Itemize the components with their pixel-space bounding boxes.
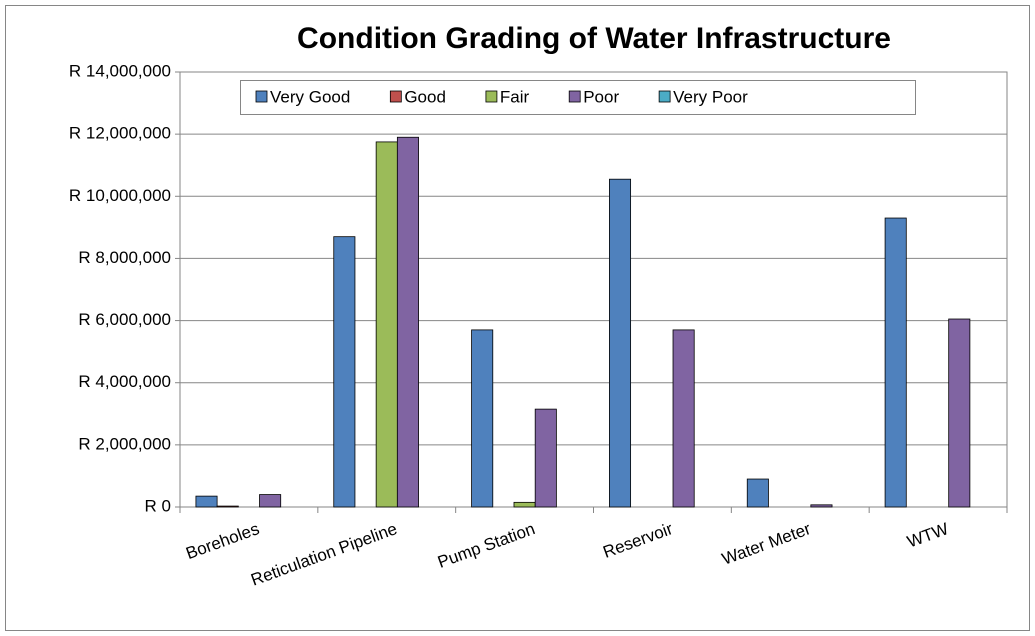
- y-tick-label: R 14,000,000: [69, 61, 171, 80]
- legend-swatch: [658, 90, 671, 103]
- bar: [948, 318, 971, 508]
- bar: [195, 495, 218, 508]
- y-tick-label: R 12,000,000: [69, 124, 171, 143]
- bar: [396, 136, 419, 508]
- bar: [216, 505, 239, 508]
- y-tick-label: R 4,000,000: [78, 372, 171, 391]
- legend-label: Very Good: [270, 87, 350, 106]
- bar: [746, 478, 769, 508]
- y-tick-label: R 2,000,000: [78, 434, 171, 453]
- y-tick-label: R 6,000,000: [78, 310, 171, 329]
- legend-label: Fair: [500, 87, 530, 106]
- bar: [513, 501, 536, 508]
- y-tick-label: R 10,000,000: [69, 186, 171, 205]
- bar: [609, 178, 632, 508]
- bar: [884, 217, 907, 508]
- legend-swatch: [485, 90, 498, 103]
- legend: Very Good Good Fair Poor Very Poor: [240, 80, 916, 115]
- y-tick-label: R 0: [145, 496, 171, 515]
- legend-swatch: [568, 90, 581, 103]
- legend-label: Very Poor: [673, 87, 748, 106]
- bar: [534, 408, 557, 508]
- legend-label: Good: [404, 87, 446, 106]
- bar: [672, 329, 695, 508]
- bar: [375, 141, 398, 508]
- bar: [333, 236, 356, 508]
- bar: [471, 329, 494, 508]
- legend-swatch: [389, 90, 402, 103]
- chart-title: Condition Grading of Water Infrastructur…: [297, 22, 891, 55]
- y-tick-label: R 8,000,000: [78, 248, 171, 267]
- legend-swatch: [255, 90, 268, 103]
- bar: [259, 494, 282, 508]
- legend-label: Poor: [583, 87, 619, 106]
- bar: [810, 504, 833, 508]
